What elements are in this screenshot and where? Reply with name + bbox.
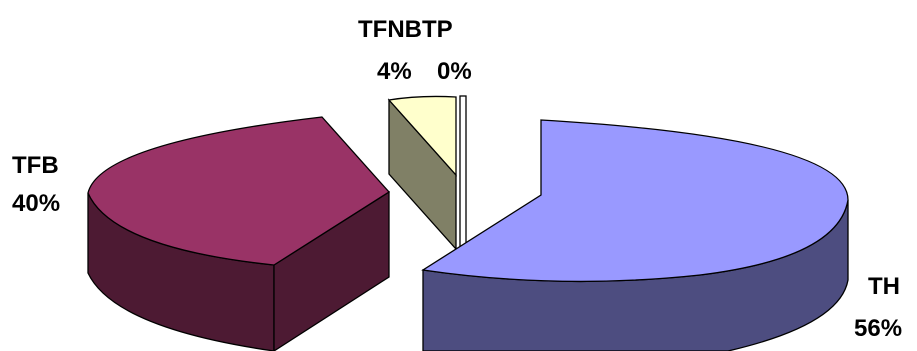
slice-tp-sliver (459, 95, 467, 249)
label-tfnb-name: TFNB (358, 16, 422, 43)
label-th-pct: 56% (854, 315, 902, 342)
slice-th-top (421, 119, 849, 283)
slice-tfnb-top (387, 95, 457, 177)
slice-tfb (87, 116, 390, 351)
label-tfb-pct: 40% (12, 190, 60, 217)
slice-tfnb (387, 95, 457, 251)
label-tp-name: TP (422, 16, 453, 43)
label-tfnbtp: TFNBTP (358, 16, 453, 43)
slice-tp (459, 95, 467, 249)
slice-tfb-top (87, 116, 390, 266)
label-tfb-name: TFB (12, 152, 59, 179)
label-tp-pct: 0% (437, 58, 472, 85)
slice-th (421, 119, 849, 351)
label-tfnb-pct: 4% (377, 58, 412, 85)
label-th-name: TH (868, 273, 900, 300)
